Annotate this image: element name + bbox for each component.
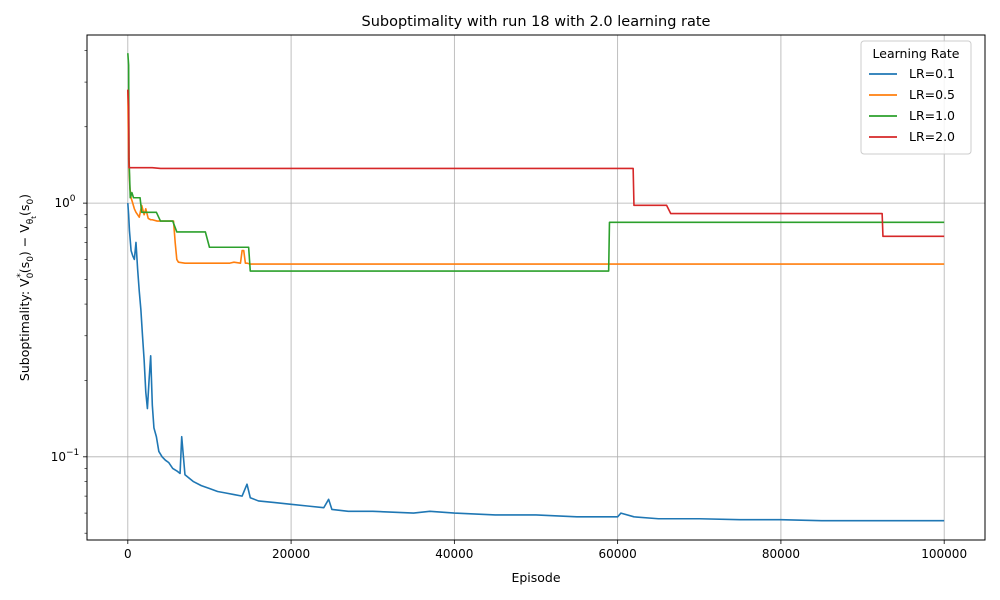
x-tick-label: 20000 <box>272 547 310 561</box>
x-tick-label: 40000 <box>435 547 473 561</box>
ticks: 0 20000 40000 60000 80000 100000 10−1 100 <box>51 50 967 561</box>
legend-entry-label: LR=1.0 <box>909 108 955 123</box>
x-axis-label: Episode <box>511 570 560 585</box>
legend-box <box>860 40 972 155</box>
legend-entry-label: LR=0.1 <box>909 66 955 81</box>
x-tick-label: 0 <box>124 547 132 561</box>
legend-entry-label: LR=0.5 <box>909 87 955 102</box>
plot-frame <box>86 34 986 541</box>
series-line-lr-2-0 <box>127 89 945 238</box>
series-layer <box>127 53 945 522</box>
y-tick-label: 100 <box>54 194 75 210</box>
series-line-lr-1-0 <box>127 53 945 272</box>
series-line-lr-0-1 <box>127 203 945 522</box>
series-line-lr-0-5 <box>127 89 945 265</box>
x-tick-label: 80000 <box>762 547 800 561</box>
x-tick-label: 60000 <box>599 547 637 561</box>
x-tick-label: 100000 <box>921 547 967 561</box>
y-axis-label: Suboptimality: V0*(s0) − Vθt(s0) <box>16 194 38 381</box>
legend: Learning Rate LR=0.1 LR=0.5 LR=1.0 LR=2.0 <box>860 40 972 155</box>
y-tick-label: 10−1 <box>51 448 80 464</box>
legend-entry-label: LR=2.0 <box>909 129 955 144</box>
chart-title: Suboptimality with run 18 with 2.0 learn… <box>362 14 711 30</box>
legend-title: Learning Rate <box>873 46 960 61</box>
